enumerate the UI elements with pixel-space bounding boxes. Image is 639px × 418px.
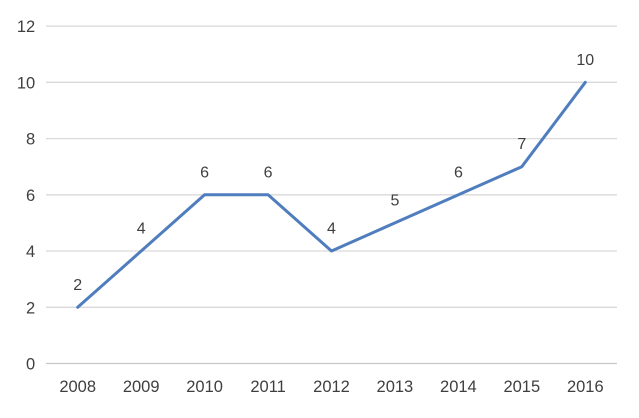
svg-text:6: 6	[26, 187, 35, 205]
svg-text:2: 2	[26, 299, 35, 317]
svg-text:2011: 2011	[250, 378, 285, 396]
svg-text:2015: 2015	[503, 378, 540, 396]
svg-text:5: 5	[390, 192, 399, 209]
svg-text:2: 2	[73, 277, 82, 294]
svg-text:2008: 2008	[59, 378, 96, 396]
svg-text:12: 12	[17, 18, 35, 36]
svg-text:6: 6	[200, 164, 209, 181]
svg-text:4: 4	[26, 243, 35, 261]
svg-text:10: 10	[576, 52, 594, 69]
svg-text:6: 6	[454, 164, 463, 181]
svg-text:7: 7	[517, 136, 526, 153]
svg-text:2009: 2009	[123, 378, 160, 396]
svg-text:2010: 2010	[186, 378, 223, 396]
svg-text:4: 4	[327, 221, 336, 238]
svg-text:0: 0	[26, 356, 35, 374]
svg-text:8: 8	[26, 131, 35, 149]
svg-text:2013: 2013	[377, 378, 414, 396]
svg-text:2012: 2012	[313, 378, 350, 396]
svg-text:2014: 2014	[440, 378, 477, 396]
svg-text:4: 4	[137, 221, 146, 238]
svg-text:6: 6	[264, 164, 273, 181]
svg-text:10: 10	[17, 74, 35, 92]
svg-text:2016: 2016	[567, 378, 604, 396]
